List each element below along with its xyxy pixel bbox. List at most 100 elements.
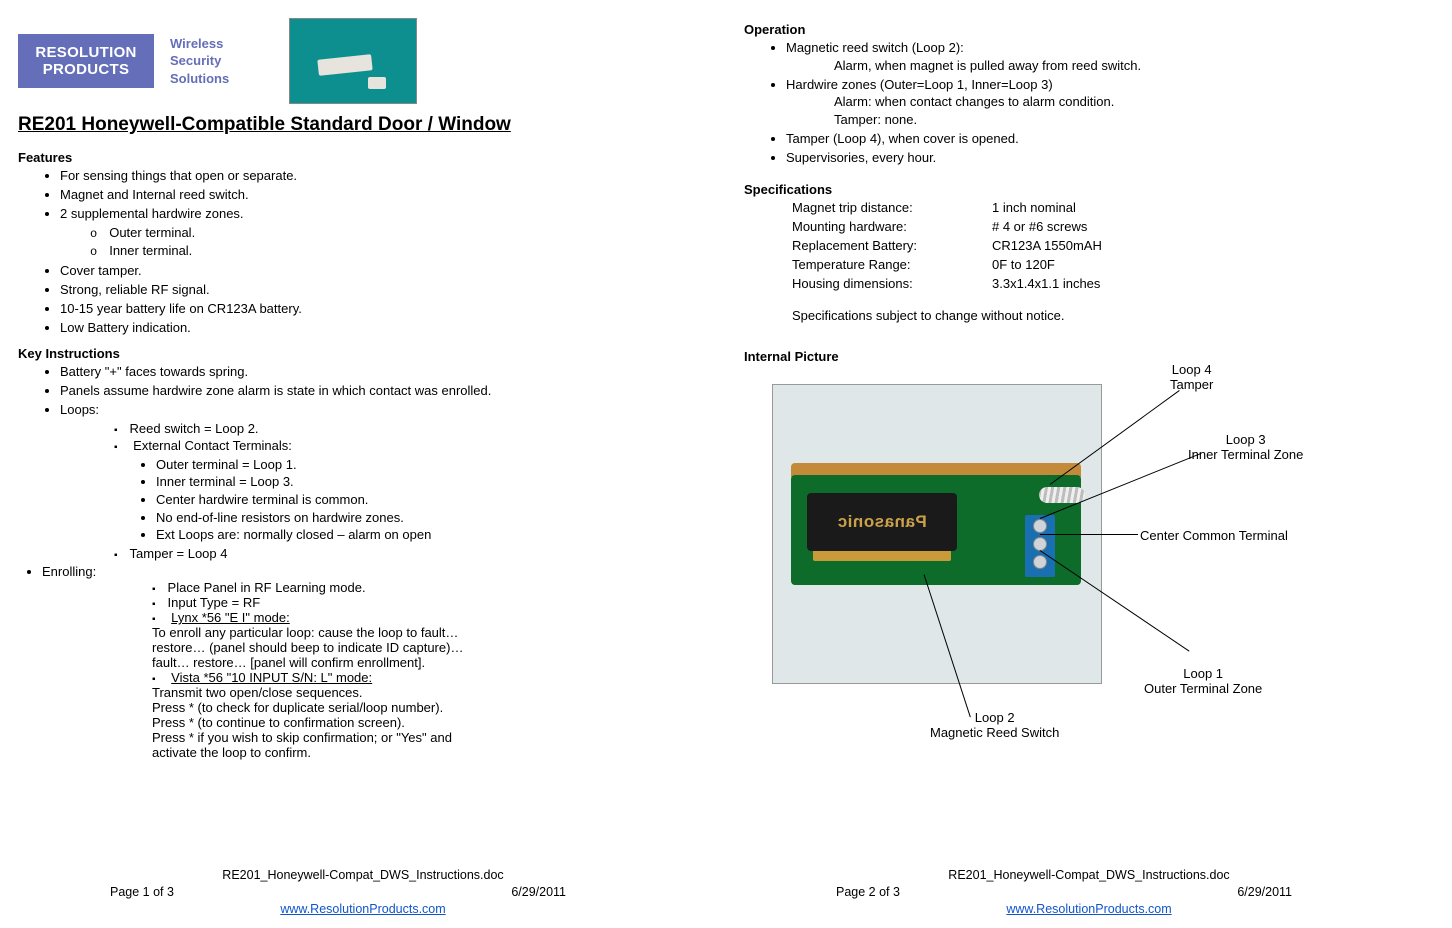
spec-label: Housing dimensions: — [792, 275, 992, 294]
enroll-sq-item: Input Type = RF — [152, 595, 702, 610]
lynx-body-line: restore… (panel should beep to indicate … — [152, 640, 702, 655]
ext-term-item: Center hardwire terminal is common. — [156, 491, 702, 509]
enroll-sq-item: Vista *56 "10 INPUT S/N: L" mode: Transm… — [152, 670, 702, 760]
tagline: Wireless Security Solutions — [170, 35, 229, 88]
logo-line-1: RESOLUTION — [28, 44, 144, 61]
lynx-mode-head: Lynx *56 "E I" mode: — [171, 610, 290, 625]
spring-icon — [1039, 487, 1085, 503]
vista-body-line: Transmit two open/close sequences. — [152, 685, 702, 700]
spec-row: Temperature Range:0F to 120F — [792, 256, 1428, 275]
spec-row: Magnet trip distance:1 inch nominal — [792, 199, 1428, 218]
logo-line-2: PRODUCTS — [28, 61, 144, 78]
loops-sq-list: Reed switch = Loop 2. External Contact T… — [60, 420, 702, 562]
spec-value: 3.3x1.4x1.1 inches — [992, 275, 1100, 294]
callout-loop3: Loop 3 Inner Terminal Zone — [1188, 432, 1303, 463]
feature-item: Magnet and Internal reed switch. — [60, 186, 702, 204]
op-sub: Alarm, when magnet is pulled away from r… — [834, 57, 1428, 75]
footer-url-link[interactable]: www.ResolutionProducts.com — [1006, 902, 1171, 916]
features-heading: Features — [18, 150, 702, 165]
feature-item: 10-15 year battery life on CR123A batter… — [60, 300, 702, 318]
lynx-body-line: fault… restore… [panel will confirm enro… — [152, 655, 702, 670]
key-item: Panels assume hardwire zone alarm is sta… — [60, 382, 702, 400]
page-footer: RE201_Honeywell-Compat_DWS_Instructions.… — [726, 867, 1452, 918]
footer-url-link[interactable]: www.ResolutionProducts.com — [280, 902, 445, 916]
feature-text: 2 supplemental hardwire zones. — [60, 206, 244, 221]
terminal-screw-icon — [1033, 555, 1047, 569]
vista-body-line: Press * (to check for duplicate serial/l… — [152, 700, 702, 715]
enroll-sq-list: Place Panel in RF Learning mode. Input T… — [18, 580, 702, 760]
op-sub: Tamper: none. — [834, 111, 1428, 129]
callout-text: Center Common Terminal — [1140, 528, 1288, 543]
spec-value: CR123A 1550mAH — [992, 237, 1102, 256]
specs-heading: Specifications — [744, 182, 1428, 197]
product-photo — [289, 18, 417, 104]
spec-row: Housing dimensions:3.3x1.4x1.1 inches — [792, 275, 1428, 294]
callout-text: Loop 1 Outer Terminal Zone — [1144, 666, 1262, 697]
hw-sublist: Outer terminal. Inner terminal. — [60, 224, 702, 260]
page-footer: RE201_Honeywell-Compat_DWS_Instructions.… — [0, 867, 726, 918]
op-item: Supervisories, every hour. — [786, 149, 1428, 167]
callout-text: Loop 3 Inner Terminal Zone — [1188, 432, 1303, 463]
key-item: Loops: Reed switch = Loop 2. External Co… — [60, 401, 702, 562]
ext-term-item: Inner terminal = Loop 3. — [156, 473, 702, 491]
loops-sq-item: Reed switch = Loop 2. — [114, 420, 702, 438]
specs-note: Specifications subject to change without… — [792, 308, 1428, 323]
key-item: Battery "+" faces towards spring. — [60, 363, 702, 381]
operation-heading: Operation — [744, 22, 1428, 37]
footer-date: 6/29/2011 — [511, 884, 566, 901]
enrolling-list: Enrolling: — [18, 564, 702, 579]
op-sub: Alarm: when contact changes to alarm con… — [834, 93, 1428, 111]
tagline-3: Solutions — [170, 70, 229, 88]
page-2: Operation Magnetic reed switch (Loop 2):… — [726, 0, 1452, 928]
features-list: For sensing things that open or separate… — [18, 167, 702, 336]
footer-date: 6/29/2011 — [1237, 884, 1292, 901]
footer-page: Page 2 of 3 — [836, 884, 900, 901]
ext-term-item: Outer terminal = Loop 1. — [156, 456, 702, 474]
vista-body-line: Press * (to continue to confirmation scr… — [152, 715, 702, 730]
vista-body-line: Press * if you wish to skip confirmation… — [152, 730, 702, 745]
loops-sq-item: Tamper = Loop 4 — [114, 545, 702, 563]
terminal-block-icon — [1025, 515, 1055, 577]
page-1: RESOLUTION PRODUCTS Wireless Security So… — [0, 0, 726, 928]
spec-value: 1 inch nominal — [992, 199, 1076, 218]
callout-loop2: Loop 2 Magnetic Reed Switch — [930, 710, 1059, 741]
spec-label: Mounting hardware: — [792, 218, 992, 237]
battery-icon: Panasonic — [807, 493, 957, 551]
feature-item: Cover tamper. — [60, 262, 702, 280]
spec-value: 0F to 120F — [992, 256, 1055, 275]
spec-label: Replacement Battery: — [792, 237, 992, 256]
feature-item: Strong, reliable RF signal. — [60, 281, 702, 299]
spec-value: # 4 or #6 screws — [992, 218, 1087, 237]
enroll-sq-item: Lynx *56 "E I" mode: To enroll any parti… — [152, 610, 702, 670]
footer-filename: RE201_Honeywell-Compat_DWS_Instructions.… — [726, 867, 1452, 884]
op-item: Hardwire zones (Outer=Loop 1, Inner=Loop… — [786, 76, 1428, 129]
enrolling-label: Enrolling: — [42, 564, 96, 579]
loops-sq-text: External Contact Terminals: — [133, 438, 292, 453]
enroll-sq-item: Place Panel in RF Learning mode. — [152, 580, 702, 595]
hw-sub-item: Outer terminal. — [90, 224, 702, 242]
company-logo: RESOLUTION PRODUCTS — [18, 34, 154, 89]
callout-text: Loop 4 Tamper — [1170, 362, 1213, 393]
op-text: Magnetic reed switch (Loop 2): — [786, 40, 964, 55]
lead-line — [1040, 534, 1138, 535]
document-title: RE201 Honeywell-Compatible Standard Door… — [18, 114, 702, 136]
footer-page: Page 1 of 3 — [110, 884, 174, 901]
specs-table: Magnet trip distance:1 inch nominal Moun… — [744, 199, 1428, 293]
ext-term-item: No end-of-line resistors on hardwire zon… — [156, 509, 702, 527]
spec-label: Magnet trip distance: — [792, 199, 992, 218]
callout-loop4: Loop 4 Tamper — [1170, 362, 1213, 393]
key-text: Loops: — [60, 402, 99, 417]
internal-heading: Internal Picture — [744, 349, 1428, 364]
hw-sub-item: Inner terminal. — [90, 242, 702, 260]
key-list: Battery "+" faces towards spring. Panels… — [18, 363, 702, 562]
terminal-screw-icon — [1033, 537, 1047, 551]
terminal-screw-icon — [1033, 519, 1047, 533]
feature-item: For sensing things that open or separate… — [60, 167, 702, 185]
key-heading: Key Instructions — [18, 346, 702, 361]
loops-sq-item: External Contact Terminals: Outer termin… — [114, 437, 702, 543]
tagline-2: Security — [170, 52, 229, 70]
vista-body-line: activate the loop to confirm. — [152, 745, 702, 760]
footer-filename: RE201_Honeywell-Compat_DWS_Instructions.… — [0, 867, 726, 884]
op-item: Magnetic reed switch (Loop 2): Alarm, wh… — [786, 39, 1428, 74]
spec-row: Replacement Battery:CR123A 1550mAH — [792, 237, 1428, 256]
